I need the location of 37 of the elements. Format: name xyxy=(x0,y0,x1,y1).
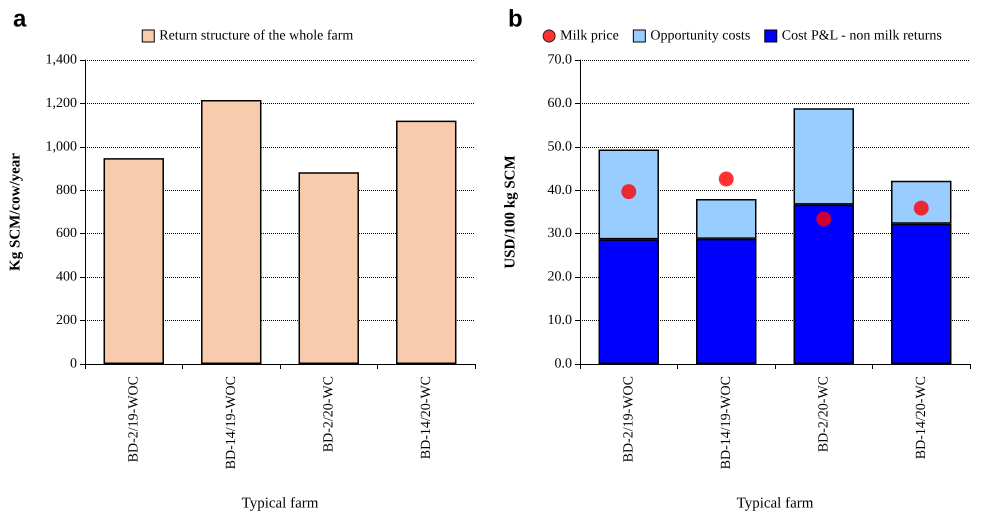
x-axis-title: Typical farm xyxy=(736,496,814,512)
chart-title: a xyxy=(13,6,27,32)
point xyxy=(621,184,636,200)
y-tick-label: 1,400 xyxy=(46,52,77,68)
x-axis-title: Typical farm xyxy=(242,496,319,512)
y-tick-label: 400 xyxy=(56,270,77,285)
y-tick-label: 200 xyxy=(56,313,77,328)
x-tick-label: BD-14/20-WC xyxy=(418,376,434,460)
y-tick-label: 600 xyxy=(56,226,77,242)
chart-title: b xyxy=(508,6,523,32)
x-tick-label: BD-14/19-WOC xyxy=(224,376,239,470)
y-tick-label: 0 xyxy=(70,356,77,372)
x-tick-label: BD-2/19-WOC xyxy=(126,376,142,462)
y-tick-label: 60.0 xyxy=(548,96,572,111)
y-tick-label: 50.0 xyxy=(548,139,572,154)
point xyxy=(718,172,734,186)
x-tick-label: BD-2/20-WC xyxy=(321,376,336,452)
legend-label: Return structure of the whole farm xyxy=(159,28,354,44)
y-tick-label: 1,200 xyxy=(46,96,77,111)
y-axis-title: USD/100 kg SCM xyxy=(502,155,518,269)
x-tick-label: BD-2/20-WC xyxy=(816,376,832,452)
point xyxy=(816,211,832,226)
y-tick-label: 70.0 xyxy=(548,52,572,68)
y-tick-label: 20.0 xyxy=(548,270,572,285)
y-tick-label: 40.0 xyxy=(548,182,572,198)
y-tick-label: 1,000 xyxy=(46,139,77,154)
legend-label: Cost P&L - non milk returns xyxy=(782,28,942,44)
y-tick-label: 0.0 xyxy=(554,356,572,372)
x-tick-label: BD-14/19-WOC xyxy=(718,376,734,470)
y-tick-label: 30.0 xyxy=(548,226,572,242)
legend-label: Opportunity costs xyxy=(650,28,750,44)
x-tick-label: BD-2/19-WOC xyxy=(621,376,636,462)
y-tick-label: 10.0 xyxy=(548,313,572,328)
y-tick-label: 800 xyxy=(56,182,77,198)
x-tick-label: BD-14/20-WC xyxy=(914,376,929,460)
y-axis-title: Kg SCM/cow/year xyxy=(8,152,24,271)
legend-label: Milk price xyxy=(560,28,619,44)
